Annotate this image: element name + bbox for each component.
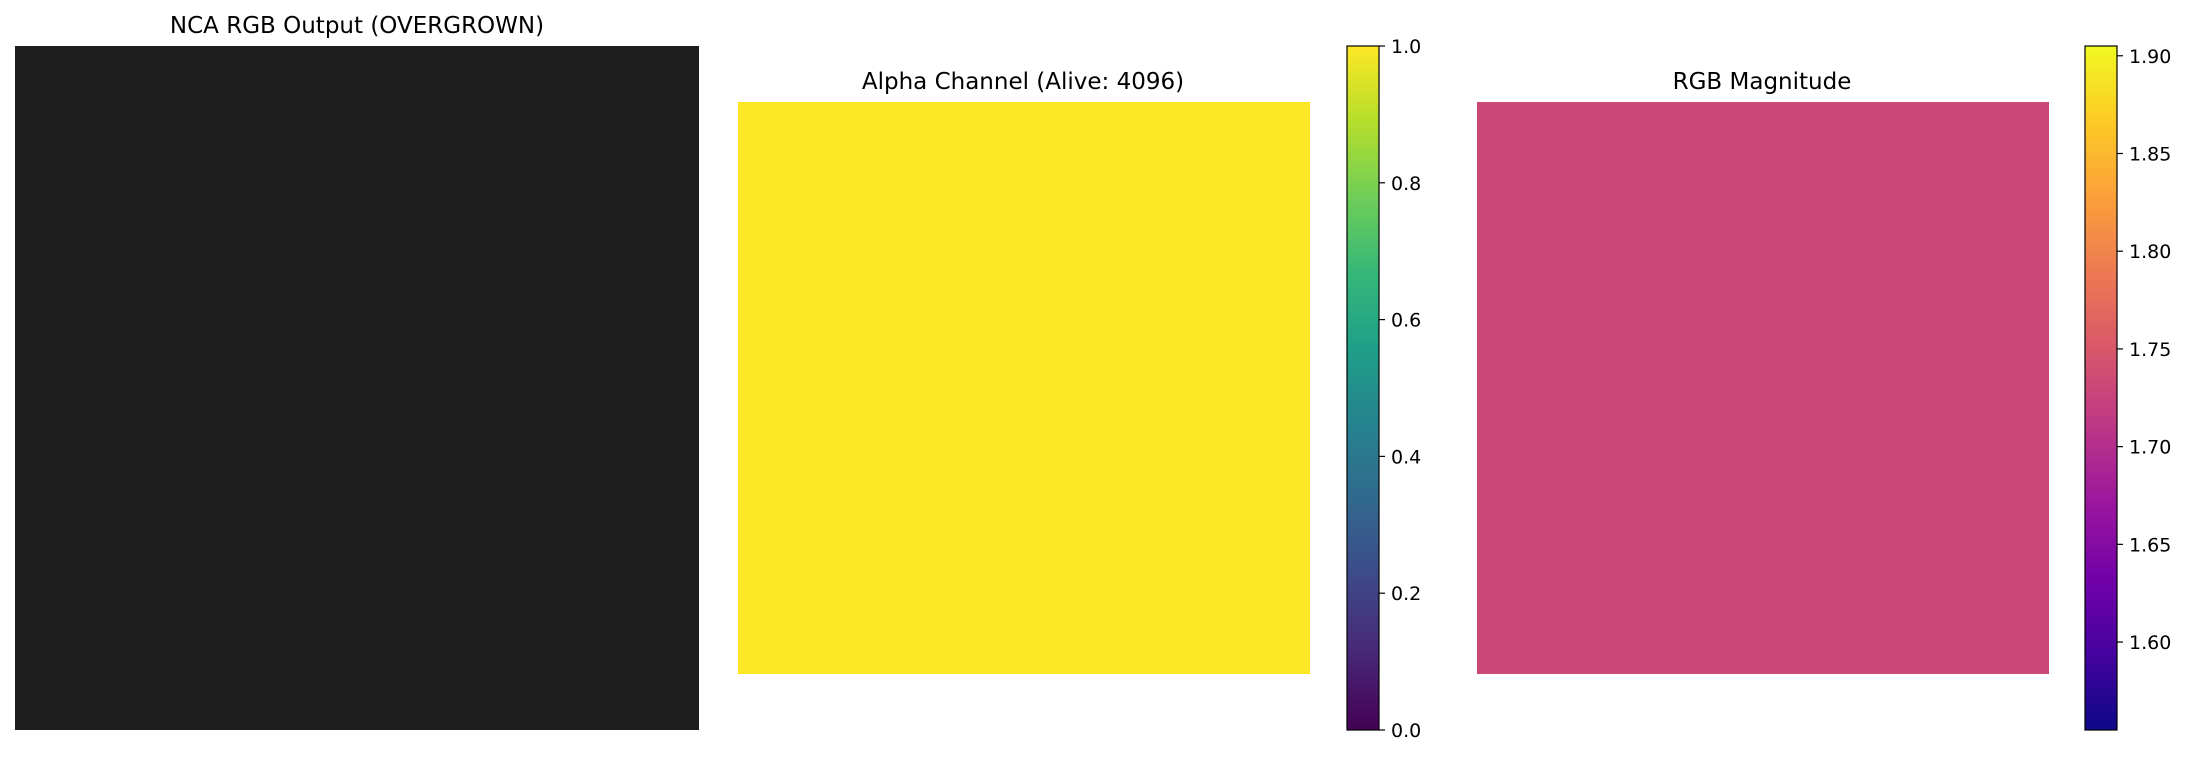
colorbar-tick-label: 1.70 — [2129, 437, 2171, 459]
colorbar-tick-label: 0.4 — [1391, 446, 1421, 468]
colorbar-tick-label: 0.2 — [1391, 583, 1421, 605]
colorbar-tick-label: 1.75 — [2129, 339, 2171, 361]
colorbar-frame — [2084, 45, 2118, 731]
colorbar-gradient — [1347, 46, 1379, 730]
panel-alpha-title: Alpha Channel (Alive: 4096) — [862, 69, 1184, 95]
panel-rgb-magnitude: RGB Magnitude — [1477, 69, 2049, 674]
colorbar-tick-label: 1.80 — [2129, 241, 2171, 263]
colorbar-tick-label: 1.0 — [1391, 36, 1421, 58]
panel-rgb-output-title: NCA RGB Output (OVERGROWN) — [170, 13, 544, 39]
colorbar-tick-label: 0.0 — [1391, 720, 1421, 742]
rgb-output-image — [15, 46, 699, 730]
colorbar-gradient — [2085, 46, 2117, 730]
alpha-colorbar: 0.0 0.2 0.4 0.6 0.8 1.0 — [1346, 36, 1421, 742]
panel-rgb-magnitude-title: RGB Magnitude — [1673, 69, 1852, 95]
colorbar-tick-label: 1.65 — [2129, 534, 2171, 556]
colorbar-tick-label: 1.60 — [2129, 632, 2171, 654]
colorbar-tick-label: 0.8 — [1391, 173, 1421, 195]
colorbar-tick-label: 1.85 — [2129, 143, 2171, 165]
alpha-channel-image — [738, 102, 1310, 674]
panel-rgb-output: NCA RGB Output (OVERGROWN) — [15, 13, 699, 730]
colorbar-tick-label: 1.90 — [2129, 46, 2171, 68]
rgb-magnitude-colorbar: 1.60 1.65 1.70 1.75 1.80 1.85 1.90 — [2084, 45, 2171, 731]
panel-alpha-channel: Alpha Channel (Alive: 4096) — [738, 69, 1310, 674]
colorbar-tick-label: 0.6 — [1391, 310, 1421, 332]
rgb-magnitude-image — [1477, 102, 2049, 674]
colorbar-frame — [1346, 45, 1380, 731]
